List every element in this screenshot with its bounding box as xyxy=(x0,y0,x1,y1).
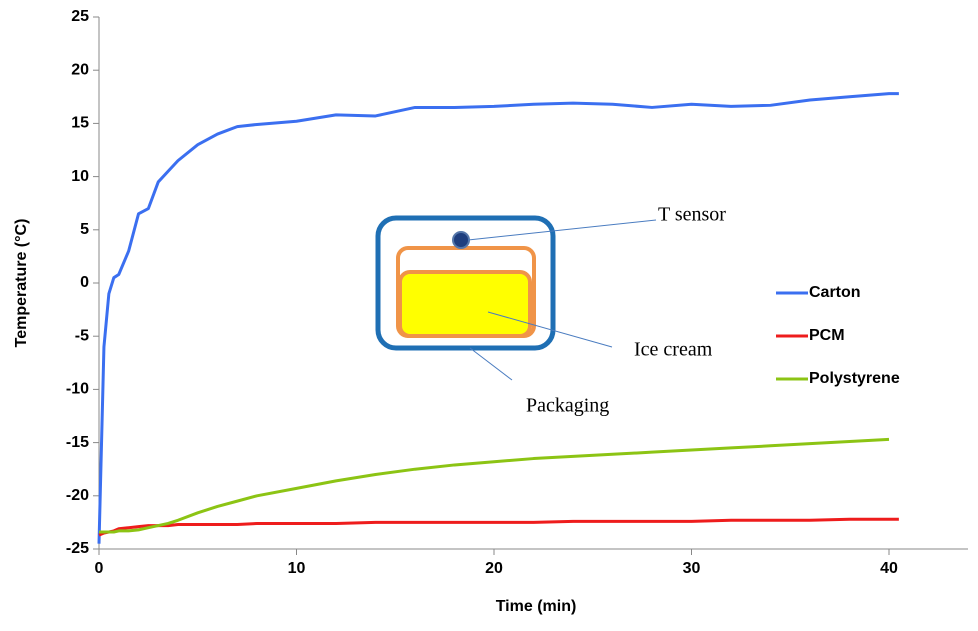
y-tick-label: 0 xyxy=(80,274,89,291)
series-line xyxy=(97,92,899,544)
legend-label: Carton xyxy=(809,284,861,301)
x-axis-label: Time (min) xyxy=(496,598,577,615)
sensor xyxy=(452,231,470,249)
y-tick-label: 25 xyxy=(71,8,89,25)
leader xyxy=(467,219,657,241)
y-tick-label: -10 xyxy=(66,381,89,398)
y-tick-label: -20 xyxy=(66,487,89,504)
leader xyxy=(487,311,613,348)
y-tick-label: 10 xyxy=(71,168,89,185)
y-tick-label: 15 xyxy=(71,115,89,132)
diagram: T sensor Ice cream Packaging xyxy=(375,204,726,417)
y-tick-label: 5 xyxy=(80,221,89,238)
x-tick-label: 0 xyxy=(95,560,104,577)
x-tick-label: 20 xyxy=(485,560,503,577)
y-tick-label: 20 xyxy=(71,61,89,78)
legend-label: PCM xyxy=(809,327,845,344)
annotation: Packaging xyxy=(526,395,609,417)
y-axis-label: Temperature (°C) xyxy=(13,219,30,348)
packaging-box xyxy=(375,215,556,351)
legend-label: Polystyrene xyxy=(809,370,900,387)
y-tick-label: -5 xyxy=(75,327,89,344)
leader xyxy=(469,347,513,381)
x-tick-label: 10 xyxy=(288,560,306,577)
y-tick-label: -25 xyxy=(66,540,89,557)
series-line xyxy=(99,437,890,534)
annotation: Ice cream xyxy=(634,339,713,361)
x-tick-label: 40 xyxy=(880,560,898,577)
x-tick-label: 30 xyxy=(683,560,701,577)
annotation: T sensor xyxy=(658,204,726,226)
ice-cream xyxy=(398,270,532,338)
series-line xyxy=(98,517,899,537)
y-tick-label: -15 xyxy=(66,434,89,451)
